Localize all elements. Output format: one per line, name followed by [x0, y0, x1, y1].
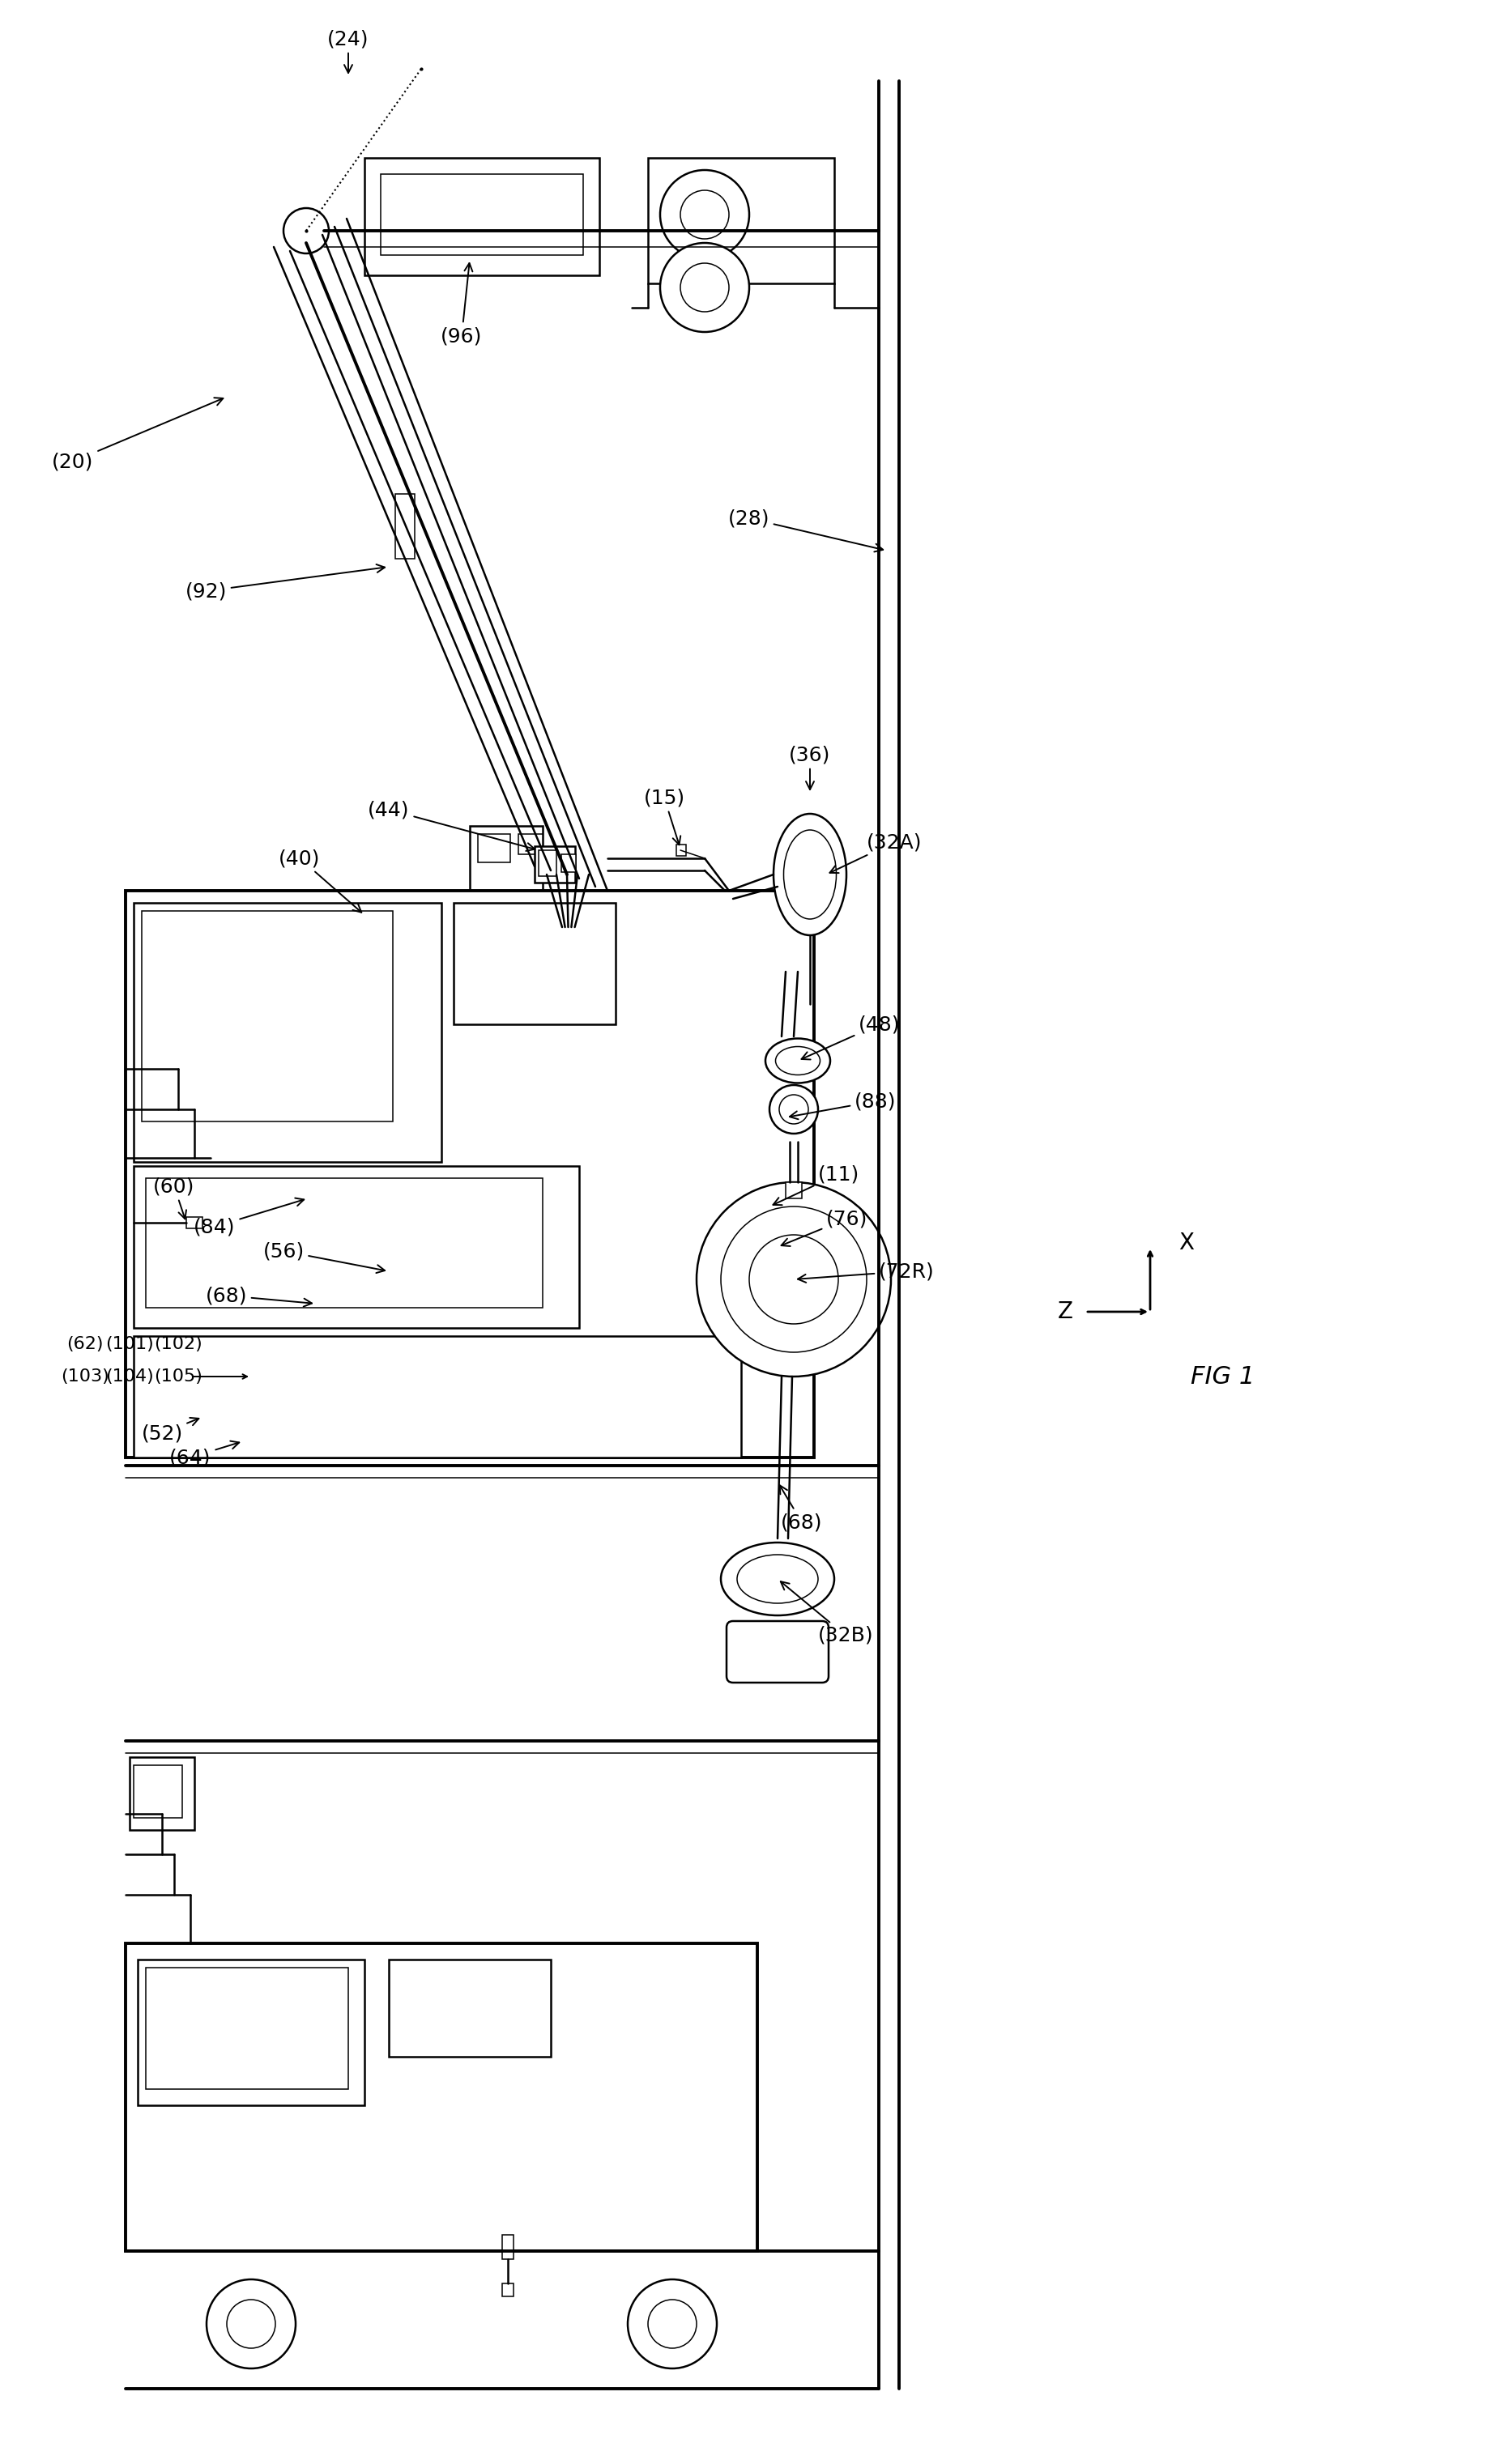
Ellipse shape	[773, 813, 847, 936]
Text: (36): (36)	[790, 744, 830, 788]
Text: (88): (88)	[790, 1092, 896, 1119]
Circle shape	[697, 1183, 892, 1377]
Bar	[142, 912, 393, 1121]
Bar	[539, 850, 557, 877]
Ellipse shape	[766, 1037, 830, 1084]
Bar	[133, 1165, 579, 1328]
Bar	[785, 1183, 802, 1198]
Circle shape	[721, 1207, 866, 1353]
Circle shape	[769, 1084, 818, 1133]
Bar	[503, 2235, 513, 2259]
Circle shape	[681, 190, 729, 239]
Circle shape	[660, 244, 749, 333]
Bar	[133, 1335, 741, 1459]
Text: (20): (20)	[52, 397, 223, 471]
Bar	[648, 158, 835, 283]
Bar	[126, 1944, 757, 2252]
Text: (68): (68)	[205, 1286, 311, 1306]
Bar	[133, 902, 441, 1163]
Circle shape	[283, 207, 329, 254]
Text: (11): (11)	[773, 1165, 860, 1205]
Ellipse shape	[721, 1542, 835, 1616]
Text: (101): (101)	[105, 1335, 154, 1353]
Text: (103): (103)	[61, 1368, 109, 1385]
Text: (28): (28)	[727, 508, 883, 552]
Text: (68): (68)	[779, 1486, 823, 1533]
Text: (24): (24)	[328, 30, 370, 74]
Bar	[126, 890, 814, 1459]
Text: (40): (40)	[278, 848, 362, 912]
Bar	[130, 1757, 194, 1831]
Bar	[365, 158, 600, 276]
Text: (64): (64)	[169, 1441, 239, 1466]
Circle shape	[648, 2299, 697, 2348]
Bar	[187, 1217, 202, 1230]
FancyBboxPatch shape	[727, 1621, 829, 1683]
Text: (60): (60)	[153, 1175, 194, 1220]
Bar	[453, 902, 615, 1025]
Text: Z: Z	[1058, 1301, 1073, 1323]
Ellipse shape	[775, 1047, 820, 1074]
Text: (15): (15)	[643, 788, 685, 845]
Text: (84): (84)	[194, 1198, 304, 1237]
Ellipse shape	[784, 830, 836, 919]
Text: (72R): (72R)	[797, 1262, 935, 1284]
Circle shape	[681, 264, 729, 313]
Text: (76): (76)	[781, 1210, 868, 1247]
Bar	[133, 1764, 183, 1818]
Text: FIG 1: FIG 1	[1191, 1365, 1255, 1387]
Bar	[470, 825, 543, 890]
Circle shape	[779, 1094, 808, 1124]
Ellipse shape	[738, 1555, 818, 1604]
Bar	[145, 1178, 543, 1308]
Bar	[395, 493, 414, 559]
Circle shape	[628, 2279, 717, 2368]
Text: (105): (105)	[154, 1368, 202, 1385]
Bar	[503, 2284, 513, 2296]
Text: (32A): (32A)	[830, 833, 922, 872]
Text: (62): (62)	[67, 1335, 103, 1353]
Text: (96): (96)	[441, 264, 483, 345]
Bar	[519, 833, 543, 855]
Text: (56): (56)	[263, 1242, 384, 1274]
Bar	[561, 855, 576, 872]
Bar	[138, 1959, 365, 2104]
Text: (52): (52)	[141, 1417, 199, 1444]
Bar	[676, 845, 687, 855]
Text: (92): (92)	[186, 564, 384, 601]
Text: (44): (44)	[368, 801, 534, 850]
Bar	[389, 1959, 551, 2057]
Circle shape	[206, 2279, 296, 2368]
Bar	[145, 1969, 349, 2089]
Text: (102): (102)	[154, 1335, 202, 1353]
Text: (104): (104)	[105, 1368, 154, 1385]
Bar	[380, 175, 583, 256]
Bar	[477, 833, 510, 862]
Circle shape	[660, 170, 749, 259]
Circle shape	[749, 1234, 838, 1323]
Text: (48): (48)	[802, 1015, 901, 1060]
Text: (32B): (32B)	[781, 1582, 874, 1646]
Bar	[534, 845, 574, 882]
Circle shape	[227, 2299, 275, 2348]
Text: X: X	[1179, 1232, 1194, 1254]
